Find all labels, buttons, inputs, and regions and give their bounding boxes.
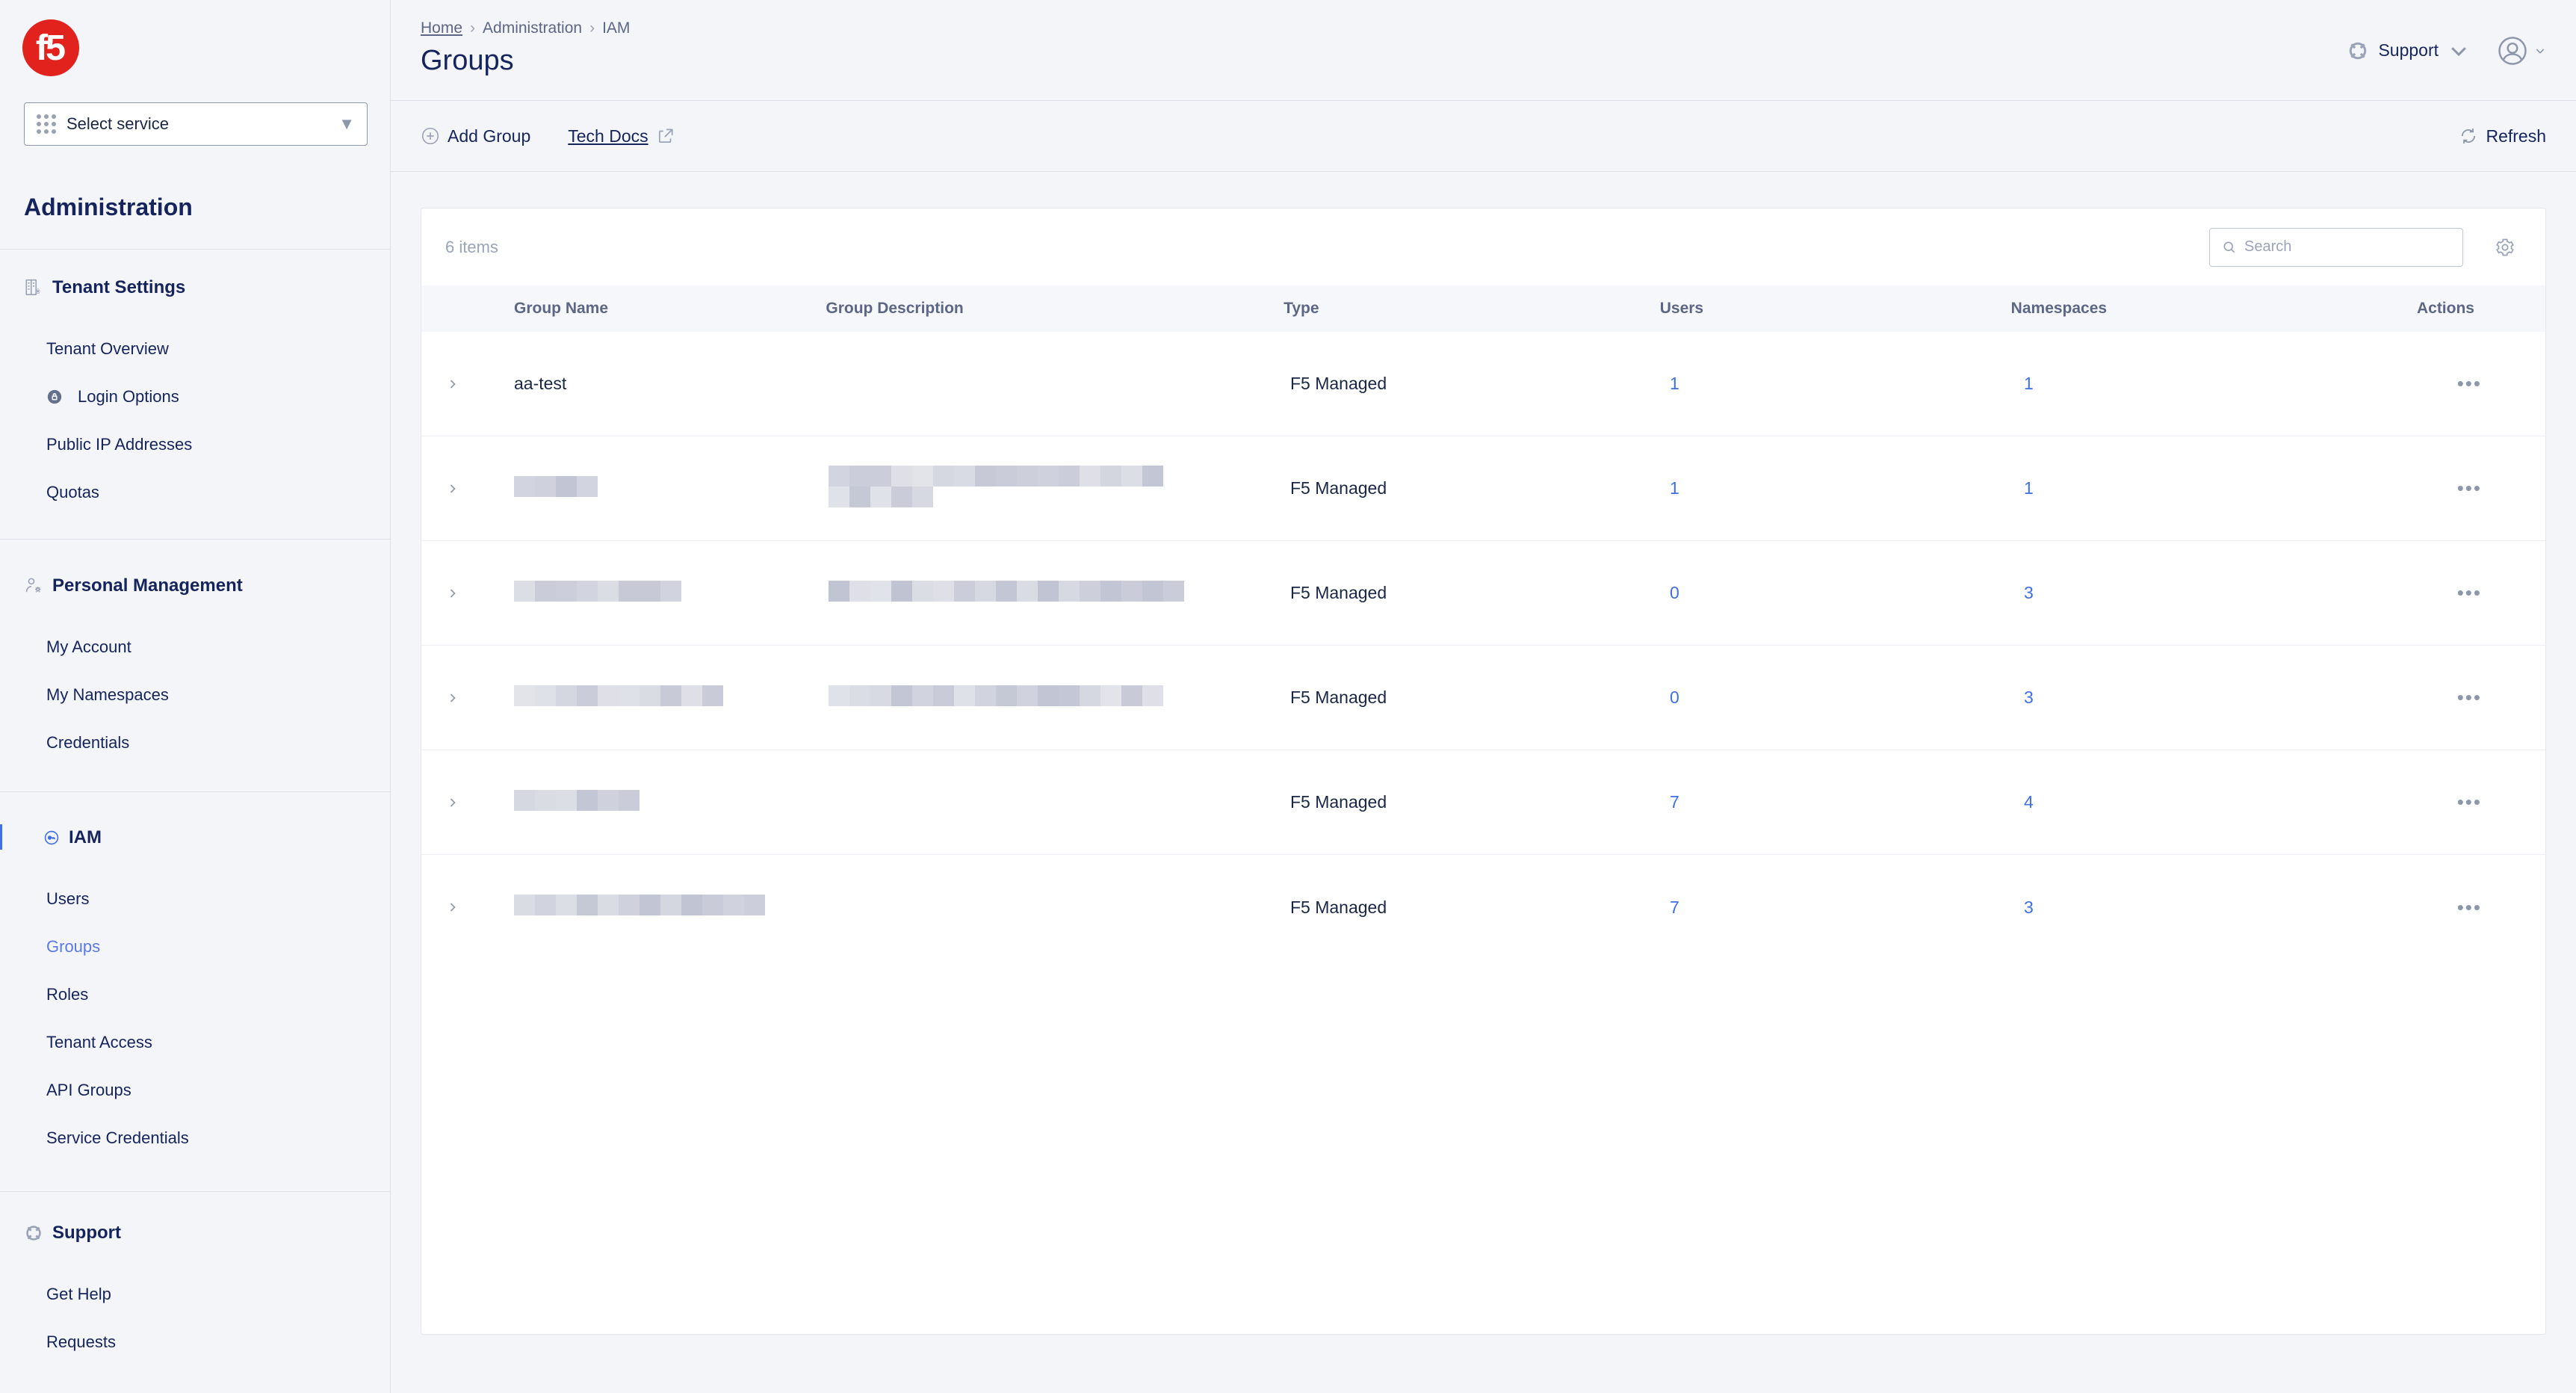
svg-text:f5: f5 — [36, 28, 65, 68]
